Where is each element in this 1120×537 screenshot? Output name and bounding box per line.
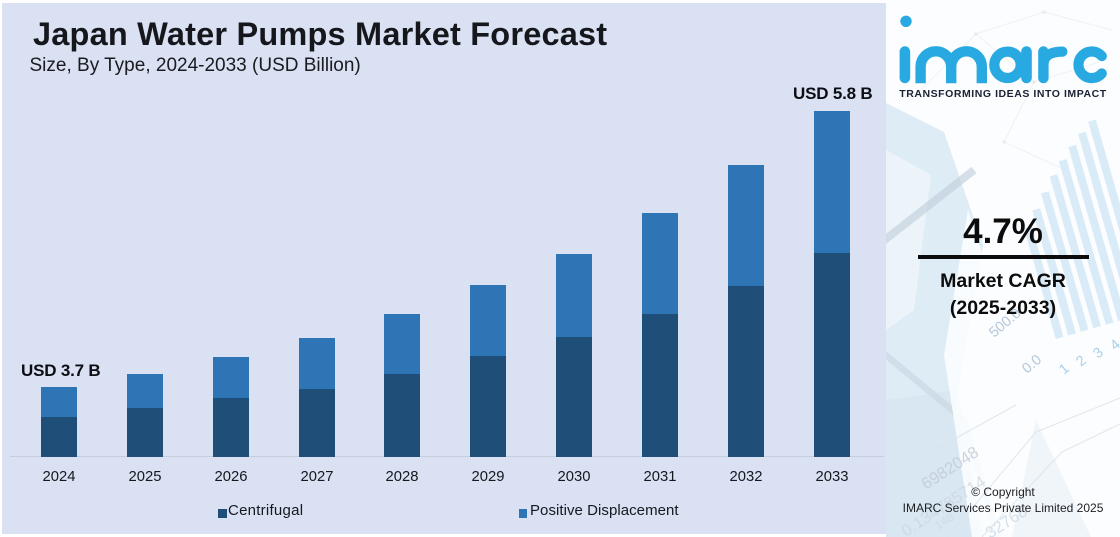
svg-text:2: 2 bbox=[1073, 353, 1089, 370]
svg-text:3: 3 bbox=[1090, 345, 1106, 362]
svg-text:4: 4 bbox=[1107, 337, 1120, 354]
svg-text:1: 1 bbox=[1056, 361, 1072, 378]
svg-text:0.0: 0.0 bbox=[1019, 352, 1045, 377]
